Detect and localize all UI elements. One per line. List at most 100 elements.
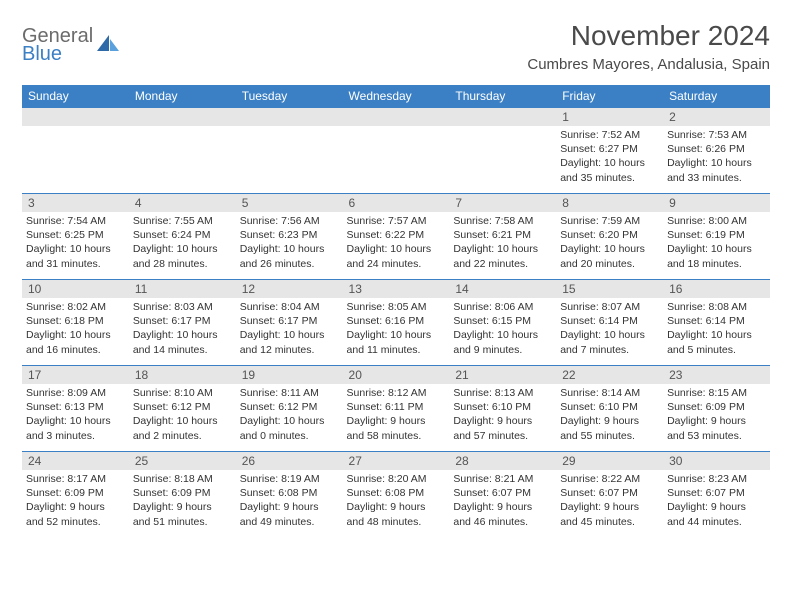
day-number <box>236 108 343 126</box>
day-details: Sunrise: 7:52 AMSunset: 6:27 PMDaylight:… <box>556 126 663 189</box>
day-header: Wednesday <box>343 85 450 108</box>
day-number <box>129 108 236 126</box>
day-header: Sunday <box>22 85 129 108</box>
calendar-cell: 11Sunrise: 8:03 AMSunset: 6:17 PMDayligh… <box>129 280 236 366</box>
day-details: Sunrise: 7:54 AMSunset: 6:25 PMDaylight:… <box>22 212 129 275</box>
day-number <box>22 108 129 126</box>
brand-logo: General Blue <box>22 26 121 66</box>
day-details: Sunrise: 8:06 AMSunset: 6:15 PMDaylight:… <box>449 298 556 361</box>
sail-icon <box>95 33 121 60</box>
calendar-cell: 14Sunrise: 8:06 AMSunset: 6:15 PMDayligh… <box>449 280 556 366</box>
day-details: Sunrise: 8:18 AMSunset: 6:09 PMDaylight:… <box>129 470 236 533</box>
calendar-cell: 29Sunrise: 8:22 AMSunset: 6:07 PMDayligh… <box>556 452 663 538</box>
day-details: Sunrise: 7:58 AMSunset: 6:21 PMDaylight:… <box>449 212 556 275</box>
day-number: 3 <box>22 194 129 212</box>
day-details: Sunrise: 8:17 AMSunset: 6:09 PMDaylight:… <box>22 470 129 533</box>
calendar-cell: 5Sunrise: 7:56 AMSunset: 6:23 PMDaylight… <box>236 194 343 280</box>
day-number: 2 <box>663 108 770 126</box>
calendar-header-row: SundayMondayTuesdayWednesdayThursdayFrid… <box>22 85 770 108</box>
day-number: 25 <box>129 452 236 470</box>
calendar-week: 10Sunrise: 8:02 AMSunset: 6:18 PMDayligh… <box>22 280 770 366</box>
day-details: Sunrise: 8:02 AMSunset: 6:18 PMDaylight:… <box>22 298 129 361</box>
calendar-cell <box>449 108 556 194</box>
calendar-cell: 4Sunrise: 7:55 AMSunset: 6:24 PMDaylight… <box>129 194 236 280</box>
day-number: 17 <box>22 366 129 384</box>
day-number: 27 <box>343 452 450 470</box>
calendar-cell: 18Sunrise: 8:10 AMSunset: 6:12 PMDayligh… <box>129 366 236 452</box>
day-details: Sunrise: 8:03 AMSunset: 6:17 PMDaylight:… <box>129 298 236 361</box>
calendar-cell <box>22 108 129 194</box>
day-details: Sunrise: 8:08 AMSunset: 6:14 PMDaylight:… <box>663 298 770 361</box>
calendar-cell <box>343 108 450 194</box>
day-header: Saturday <box>663 85 770 108</box>
calendar-cell: 26Sunrise: 8:19 AMSunset: 6:08 PMDayligh… <box>236 452 343 538</box>
calendar-cell: 24Sunrise: 8:17 AMSunset: 6:09 PMDayligh… <box>22 452 129 538</box>
day-details: Sunrise: 8:21 AMSunset: 6:07 PMDaylight:… <box>449 470 556 533</box>
day-details: Sunrise: 8:14 AMSunset: 6:10 PMDaylight:… <box>556 384 663 447</box>
day-details: Sunrise: 8:15 AMSunset: 6:09 PMDaylight:… <box>663 384 770 447</box>
calendar-cell: 30Sunrise: 8:23 AMSunset: 6:07 PMDayligh… <box>663 452 770 538</box>
day-number: 14 <box>449 280 556 298</box>
day-number <box>449 108 556 126</box>
day-details: Sunrise: 7:57 AMSunset: 6:22 PMDaylight:… <box>343 212 450 275</box>
calendar-cell: 25Sunrise: 8:18 AMSunset: 6:09 PMDayligh… <box>129 452 236 538</box>
day-number: 13 <box>343 280 450 298</box>
calendar-cell: 10Sunrise: 8:02 AMSunset: 6:18 PMDayligh… <box>22 280 129 366</box>
location-text: Cumbres Mayores, Andalusia, Spain <box>527 56 770 73</box>
calendar-cell: 6Sunrise: 7:57 AMSunset: 6:22 PMDaylight… <box>343 194 450 280</box>
day-header: Tuesday <box>236 85 343 108</box>
day-details: Sunrise: 8:12 AMSunset: 6:11 PMDaylight:… <box>343 384 450 447</box>
day-number: 24 <box>22 452 129 470</box>
day-number: 20 <box>343 366 450 384</box>
day-number: 26 <box>236 452 343 470</box>
calendar-cell: 21Sunrise: 8:13 AMSunset: 6:10 PMDayligh… <box>449 366 556 452</box>
header: General Blue November 2024 Cumbres Mayor… <box>22 20 770 73</box>
day-details: Sunrise: 8:20 AMSunset: 6:08 PMDaylight:… <box>343 470 450 533</box>
calendar-cell: 7Sunrise: 7:58 AMSunset: 6:21 PMDaylight… <box>449 194 556 280</box>
calendar-week: 1Sunrise: 7:52 AMSunset: 6:27 PMDaylight… <box>22 108 770 194</box>
day-number: 21 <box>449 366 556 384</box>
day-number: 19 <box>236 366 343 384</box>
calendar-cell: 22Sunrise: 8:14 AMSunset: 6:10 PMDayligh… <box>556 366 663 452</box>
calendar-cell: 17Sunrise: 8:09 AMSunset: 6:13 PMDayligh… <box>22 366 129 452</box>
calendar-cell: 16Sunrise: 8:08 AMSunset: 6:14 PMDayligh… <box>663 280 770 366</box>
day-number: 4 <box>129 194 236 212</box>
day-details: Sunrise: 7:56 AMSunset: 6:23 PMDaylight:… <box>236 212 343 275</box>
calendar-week: 17Sunrise: 8:09 AMSunset: 6:13 PMDayligh… <box>22 366 770 452</box>
day-details: Sunrise: 8:00 AMSunset: 6:19 PMDaylight:… <box>663 212 770 275</box>
day-number <box>343 108 450 126</box>
day-number: 11 <box>129 280 236 298</box>
day-details: Sunrise: 8:05 AMSunset: 6:16 PMDaylight:… <box>343 298 450 361</box>
calendar-cell: 12Sunrise: 8:04 AMSunset: 6:17 PMDayligh… <box>236 280 343 366</box>
calendar-cell: 28Sunrise: 8:21 AMSunset: 6:07 PMDayligh… <box>449 452 556 538</box>
day-number: 10 <box>22 280 129 298</box>
day-number: 9 <box>663 194 770 212</box>
day-number: 6 <box>343 194 450 212</box>
day-number: 22 <box>556 366 663 384</box>
day-number: 1 <box>556 108 663 126</box>
day-number: 30 <box>663 452 770 470</box>
calendar-week: 24Sunrise: 8:17 AMSunset: 6:09 PMDayligh… <box>22 452 770 538</box>
day-number: 7 <box>449 194 556 212</box>
calendar-week: 3Sunrise: 7:54 AMSunset: 6:25 PMDaylight… <box>22 194 770 280</box>
calendar-cell: 9Sunrise: 8:00 AMSunset: 6:19 PMDaylight… <box>663 194 770 280</box>
day-number: 29 <box>556 452 663 470</box>
calendar-cell: 3Sunrise: 7:54 AMSunset: 6:25 PMDaylight… <box>22 194 129 280</box>
day-details: Sunrise: 8:07 AMSunset: 6:14 PMDaylight:… <box>556 298 663 361</box>
calendar-cell: 2Sunrise: 7:53 AMSunset: 6:26 PMDaylight… <box>663 108 770 194</box>
day-details: Sunrise: 7:55 AMSunset: 6:24 PMDaylight:… <box>129 212 236 275</box>
calendar-cell: 1Sunrise: 7:52 AMSunset: 6:27 PMDaylight… <box>556 108 663 194</box>
calendar-cell: 23Sunrise: 8:15 AMSunset: 6:09 PMDayligh… <box>663 366 770 452</box>
day-number: 16 <box>663 280 770 298</box>
day-number: 15 <box>556 280 663 298</box>
calendar-cell <box>236 108 343 194</box>
day-details: Sunrise: 8:13 AMSunset: 6:10 PMDaylight:… <box>449 384 556 447</box>
day-details: Sunrise: 8:09 AMSunset: 6:13 PMDaylight:… <box>22 384 129 447</box>
day-details: Sunrise: 8:11 AMSunset: 6:12 PMDaylight:… <box>236 384 343 447</box>
day-number: 5 <box>236 194 343 212</box>
calendar-cell: 13Sunrise: 8:05 AMSunset: 6:16 PMDayligh… <box>343 280 450 366</box>
month-title: November 2024 <box>527 20 770 52</box>
brand-line2: Blue <box>22 44 93 64</box>
day-details: Sunrise: 8:19 AMSunset: 6:08 PMDaylight:… <box>236 470 343 533</box>
day-header: Friday <box>556 85 663 108</box>
